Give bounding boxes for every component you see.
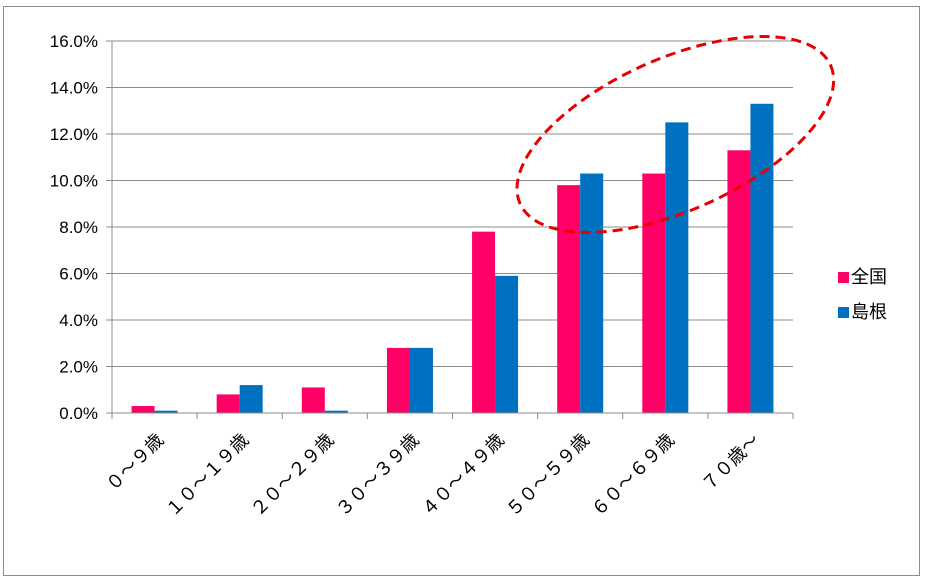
bar-zenkoku <box>472 231 496 413</box>
bar-shimane <box>239 385 263 413</box>
x-tick-label: ６０～６９歳 <box>588 430 679 521</box>
y-tick-label: 12.0% <box>50 125 98 144</box>
bar-shimane <box>324 410 348 413</box>
bar-shimane <box>495 275 519 413</box>
bar-shimane <box>580 173 604 413</box>
x-tick-label: ２０～２９歳 <box>247 430 338 521</box>
x-tick-label: １０～１９歳 <box>162 430 253 521</box>
y-tick-label: 14.0% <box>50 79 98 98</box>
bar-zenkoku <box>301 387 325 413</box>
x-tick-label: ４０～４９歳 <box>417 430 508 521</box>
x-tick-label: ５０～５９歳 <box>503 430 594 521</box>
bar-zenkoku <box>557 185 581 413</box>
y-tick-label: 4.0% <box>59 311 98 330</box>
bar-zenkoku <box>727 150 751 413</box>
y-tick-label: 2.0% <box>59 358 98 377</box>
y-tick-label: 0.0% <box>59 404 98 423</box>
highlight-ellipse <box>515 34 836 234</box>
bar-shimane <box>154 410 178 413</box>
bar-shimane <box>750 103 774 414</box>
x-tick-label: ７０歳～ <box>698 430 764 496</box>
y-tick-label: 10.0% <box>50 172 98 191</box>
legend-swatch <box>838 272 849 283</box>
legend-label: 全国 <box>851 267 887 288</box>
bar-shimane <box>409 347 433 413</box>
bar-zenkoku <box>642 173 666 413</box>
x-tick-label: ３０～３９歳 <box>332 430 423 521</box>
y-tick-label: 16.0% <box>50 32 98 51</box>
y-tick-label: 6.0% <box>59 265 98 284</box>
bar-zenkoku <box>216 394 240 413</box>
x-tick-label: ０～９歳 <box>102 430 168 496</box>
bar-zenkoku <box>386 347 410 413</box>
bar-shimane <box>665 122 689 413</box>
bar-zenkoku <box>131 406 155 413</box>
y-tick-label: 8.0% <box>59 218 98 237</box>
legend-label: 島根 <box>851 302 887 323</box>
legend-swatch <box>838 307 849 318</box>
